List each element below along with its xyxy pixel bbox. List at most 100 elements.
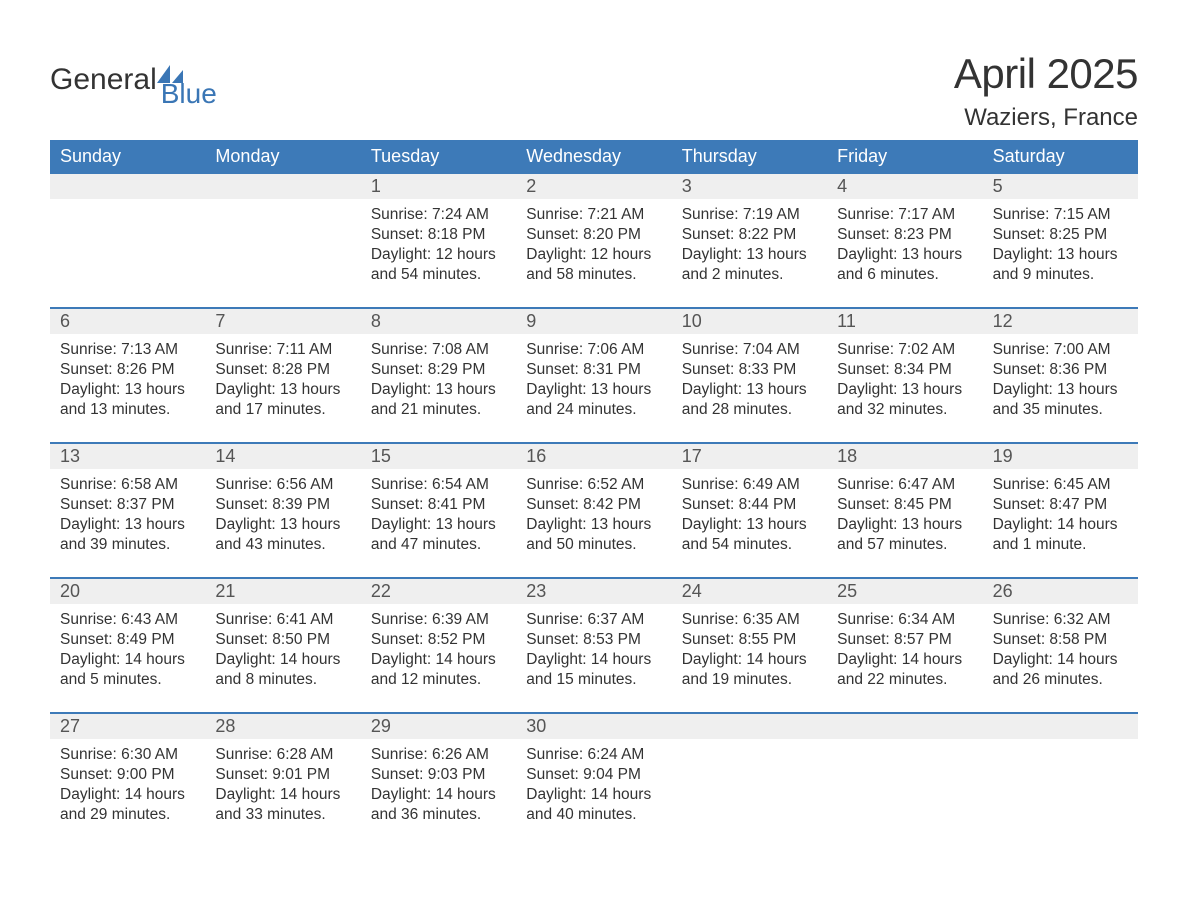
day-cell: Sunrise: 6:24 AMSunset: 9:04 PMDaylight:… (516, 739, 671, 847)
day-number: 8 (361, 309, 516, 334)
day-number: 4 (827, 174, 982, 199)
day-cell: Sunrise: 6:37 AMSunset: 8:53 PMDaylight:… (516, 604, 671, 712)
day-number: 5 (983, 174, 1138, 199)
weekday-header: Thursday (672, 140, 827, 174)
daylight-text: Daylight: 14 hours and 19 minutes. (682, 650, 817, 690)
day-cell: Sunrise: 6:56 AMSunset: 8:39 PMDaylight:… (205, 469, 360, 577)
day-cell (672, 739, 827, 847)
sunset-text: Sunset: 8:37 PM (60, 495, 195, 515)
day-number: 3 (672, 174, 827, 199)
day-cell: Sunrise: 6:43 AMSunset: 8:49 PMDaylight:… (50, 604, 205, 712)
daylight-text: Daylight: 14 hours and 12 minutes. (371, 650, 506, 690)
day-cell: Sunrise: 6:32 AMSunset: 8:58 PMDaylight:… (983, 604, 1138, 712)
day-number: 15 (361, 444, 516, 469)
sunset-text: Sunset: 8:53 PM (526, 630, 661, 650)
sunrise-text: Sunrise: 6:37 AM (526, 610, 661, 630)
day-number: 21 (205, 579, 360, 604)
logo-text-general: General (50, 63, 157, 97)
calendar-week: 12345Sunrise: 7:24 AMSunset: 8:18 PMDayl… (50, 174, 1138, 307)
daylight-text: Daylight: 14 hours and 8 minutes. (215, 650, 350, 690)
day-number: 7 (205, 309, 360, 334)
day-number: 27 (50, 714, 205, 739)
day-number: 23 (516, 579, 671, 604)
sunset-text: Sunset: 8:57 PM (837, 630, 972, 650)
weekday-header: Tuesday (361, 140, 516, 174)
day-cell: Sunrise: 6:26 AMSunset: 9:03 PMDaylight:… (361, 739, 516, 847)
calendar-week: 13141516171819Sunrise: 6:58 AMSunset: 8:… (50, 442, 1138, 577)
sunrise-text: Sunrise: 7:13 AM (60, 340, 195, 360)
day-number-row: 27282930 (50, 714, 1138, 739)
logo: General Blue (50, 50, 239, 110)
day-number: 19 (983, 444, 1138, 469)
day-number: 13 (50, 444, 205, 469)
day-number: 6 (50, 309, 205, 334)
daylight-text: Daylight: 13 hours and 35 minutes. (993, 380, 1128, 420)
logo-text-blue: Blue (161, 78, 217, 110)
day-cell: Sunrise: 6:54 AMSunset: 8:41 PMDaylight:… (361, 469, 516, 577)
month-title: April 2025 (954, 50, 1138, 98)
daylight-text: Daylight: 12 hours and 54 minutes. (371, 245, 506, 285)
daylight-text: Daylight: 13 hours and 50 minutes. (526, 515, 661, 555)
daylight-text: Daylight: 13 hours and 28 minutes. (682, 380, 817, 420)
sunrise-text: Sunrise: 7:11 AM (215, 340, 350, 360)
day-number: 11 (827, 309, 982, 334)
sunrise-text: Sunrise: 6:32 AM (993, 610, 1128, 630)
title-block: April 2025 Waziers, France (954, 50, 1138, 132)
day-number (50, 174, 205, 199)
day-cell: Sunrise: 7:24 AMSunset: 8:18 PMDaylight:… (361, 199, 516, 307)
sunrise-text: Sunrise: 6:41 AM (215, 610, 350, 630)
day-cell: Sunrise: 6:39 AMSunset: 8:52 PMDaylight:… (361, 604, 516, 712)
day-cell (50, 199, 205, 307)
sunset-text: Sunset: 8:20 PM (526, 225, 661, 245)
location: Waziers, France (954, 104, 1138, 132)
sunrise-text: Sunrise: 6:54 AM (371, 475, 506, 495)
day-number: 14 (205, 444, 360, 469)
calendar-week: 6789101112Sunrise: 7:13 AMSunset: 8:26 P… (50, 307, 1138, 442)
weekday-header: Wednesday (516, 140, 671, 174)
daylight-text: Daylight: 13 hours and 2 minutes. (682, 245, 817, 285)
sunset-text: Sunset: 8:22 PM (682, 225, 817, 245)
sunrise-text: Sunrise: 6:24 AM (526, 745, 661, 765)
day-cell: Sunrise: 7:15 AMSunset: 8:25 PMDaylight:… (983, 199, 1138, 307)
weekday-header-row: Sunday Monday Tuesday Wednesday Thursday… (50, 140, 1138, 174)
day-number (672, 714, 827, 739)
day-number: 24 (672, 579, 827, 604)
sunset-text: Sunset: 8:33 PM (682, 360, 817, 380)
day-number: 25 (827, 579, 982, 604)
day-number (827, 714, 982, 739)
weekday-header: Friday (827, 140, 982, 174)
weekday-header: Saturday (983, 140, 1138, 174)
sunrise-text: Sunrise: 6:28 AM (215, 745, 350, 765)
day-cell: Sunrise: 6:49 AMSunset: 8:44 PMDaylight:… (672, 469, 827, 577)
sunset-text: Sunset: 8:58 PM (993, 630, 1128, 650)
day-number-row: 20212223242526 (50, 579, 1138, 604)
sunrise-text: Sunrise: 6:30 AM (60, 745, 195, 765)
day-cell: Sunrise: 6:41 AMSunset: 8:50 PMDaylight:… (205, 604, 360, 712)
daylight-text: Daylight: 14 hours and 5 minutes. (60, 650, 195, 690)
sunrise-text: Sunrise: 7:15 AM (993, 205, 1128, 225)
daylight-text: Daylight: 13 hours and 6 minutes. (837, 245, 972, 285)
day-number: 26 (983, 579, 1138, 604)
header: General Blue April 2025 Waziers, France (50, 50, 1138, 132)
sunrise-text: Sunrise: 7:00 AM (993, 340, 1128, 360)
day-number: 17 (672, 444, 827, 469)
calendar: Sunday Monday Tuesday Wednesday Thursday… (50, 140, 1138, 847)
sunset-text: Sunset: 8:45 PM (837, 495, 972, 515)
weeks-container: 12345Sunrise: 7:24 AMSunset: 8:18 PMDayl… (50, 174, 1138, 847)
daylight-text: Daylight: 13 hours and 57 minutes. (837, 515, 972, 555)
daylight-text: Daylight: 13 hours and 43 minutes. (215, 515, 350, 555)
sunrise-text: Sunrise: 6:49 AM (682, 475, 817, 495)
sunrise-text: Sunrise: 6:35 AM (682, 610, 817, 630)
day-cell: Sunrise: 7:13 AMSunset: 8:26 PMDaylight:… (50, 334, 205, 442)
sunset-text: Sunset: 8:25 PM (993, 225, 1128, 245)
sunset-text: Sunset: 9:03 PM (371, 765, 506, 785)
daylight-text: Daylight: 13 hours and 39 minutes. (60, 515, 195, 555)
day-number: 28 (205, 714, 360, 739)
day-cell (205, 199, 360, 307)
day-cell: Sunrise: 7:17 AMSunset: 8:23 PMDaylight:… (827, 199, 982, 307)
sunset-text: Sunset: 8:28 PM (215, 360, 350, 380)
sunset-text: Sunset: 8:36 PM (993, 360, 1128, 380)
sunrise-text: Sunrise: 7:24 AM (371, 205, 506, 225)
day-cell: Sunrise: 6:52 AMSunset: 8:42 PMDaylight:… (516, 469, 671, 577)
day-cell: Sunrise: 6:47 AMSunset: 8:45 PMDaylight:… (827, 469, 982, 577)
